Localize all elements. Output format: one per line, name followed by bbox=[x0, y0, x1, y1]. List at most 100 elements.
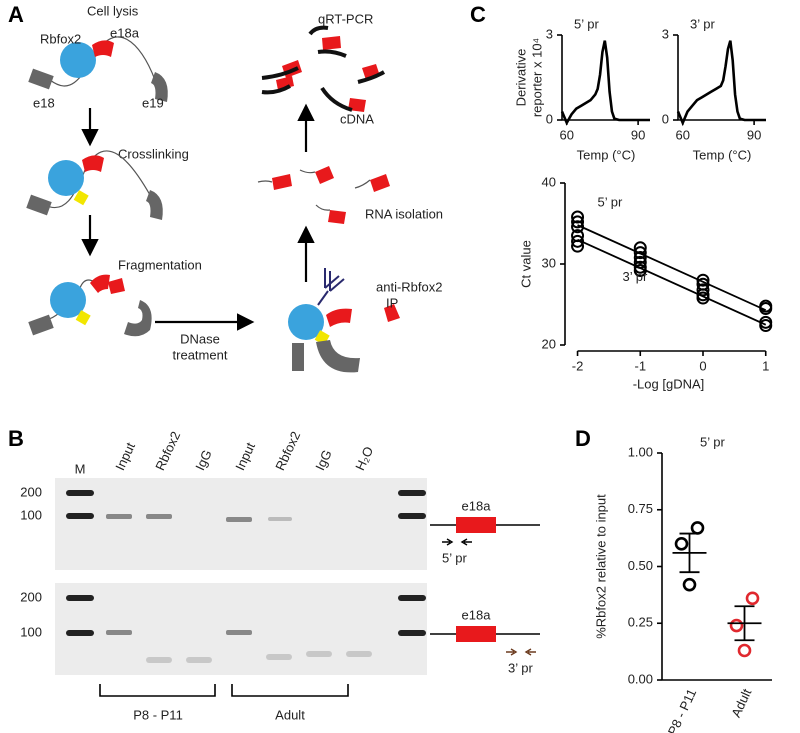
point bbox=[633, 263, 647, 277]
step: Crosslinking bbox=[118, 146, 189, 161]
primer-label: 5’ pr bbox=[442, 550, 467, 565]
bands bbox=[66, 490, 426, 636]
size-label: 200 bbox=[20, 589, 42, 604]
y-tick-label: 0 bbox=[662, 111, 669, 126]
chart-title: 3’ pr bbox=[690, 16, 715, 31]
gel bbox=[55, 478, 427, 570]
y-axis-label: %Rbfox2 relative to input bbox=[593, 494, 608, 639]
x-tick-label: P8 - P11 bbox=[665, 686, 700, 733]
sample-bands bbox=[106, 514, 372, 663]
size-label: 100 bbox=[20, 507, 42, 522]
melt-curve bbox=[560, 40, 650, 126]
y-tick-label: 1.00 bbox=[628, 444, 653, 459]
exon-label: e18a bbox=[462, 607, 492, 622]
lane-label: Rbfox2 bbox=[152, 429, 183, 473]
error-bar bbox=[679, 532, 700, 574]
x-axis-label: Temp (°C) bbox=[577, 147, 636, 162]
point bbox=[633, 251, 647, 265]
x-tick-label: 60 bbox=[676, 127, 690, 142]
exon-gray bbox=[28, 314, 54, 336]
lane-label: IgG bbox=[192, 447, 214, 472]
heading: qRT-PCR bbox=[318, 11, 373, 26]
exon bbox=[456, 517, 496, 533]
point bbox=[759, 302, 773, 316]
crosslink bbox=[73, 190, 89, 206]
point bbox=[633, 241, 647, 255]
label: e18a bbox=[110, 25, 140, 40]
exon-gray bbox=[146, 190, 163, 220]
y-tick-label: 20 bbox=[542, 336, 556, 351]
antibody bbox=[317, 268, 345, 306]
melt-curve bbox=[676, 40, 766, 127]
primer-label: 3’ pr bbox=[508, 660, 533, 675]
exon bbox=[82, 155, 104, 172]
point bbox=[745, 591, 760, 606]
panel-label: A bbox=[8, 2, 24, 27]
step: DNase bbox=[180, 331, 220, 346]
label: anti-Rbfox2 bbox=[376, 279, 442, 294]
crosslink bbox=[75, 310, 91, 326]
point bbox=[674, 536, 689, 551]
x-tick-label: -1 bbox=[634, 358, 646, 373]
lane-label: Rbfox2 bbox=[272, 429, 303, 473]
fit-line bbox=[577, 224, 767, 311]
fit-line bbox=[577, 238, 767, 326]
point bbox=[729, 618, 744, 633]
bracket bbox=[99, 684, 349, 697]
panel-label: D bbox=[575, 426, 591, 451]
y-tick-label: 0 bbox=[546, 111, 553, 126]
rna bbox=[257, 169, 371, 211]
point bbox=[696, 291, 710, 305]
step: RNA isolation bbox=[365, 206, 443, 221]
point bbox=[571, 234, 585, 248]
exon bbox=[456, 626, 496, 642]
y-tick-label: 40 bbox=[542, 174, 556, 189]
point bbox=[696, 283, 710, 297]
exon-gray bbox=[292, 343, 304, 371]
y-tick-label: 0.50 bbox=[628, 558, 653, 573]
exon bbox=[326, 308, 352, 327]
series-label: 5’ pr bbox=[598, 195, 623, 210]
panel-b: 200 100 200 100 e18a 5’ pr e18a 3’ pr P8… bbox=[20, 478, 540, 722]
series-label: 3’ pr bbox=[623, 269, 648, 284]
size-label: 100 bbox=[20, 624, 42, 639]
exon-gray bbox=[316, 340, 360, 373]
protein bbox=[60, 42, 96, 78]
label: Rbfox2 bbox=[40, 31, 81, 46]
x-tick-label: 60 bbox=[560, 127, 574, 142]
exon-gray bbox=[151, 72, 168, 102]
y-axis-label: reporter x 10⁴ bbox=[529, 38, 544, 117]
step: Fragmentation bbox=[118, 257, 202, 272]
point bbox=[571, 210, 585, 224]
step: cDNA bbox=[340, 111, 374, 126]
y-tick-label: 30 bbox=[542, 255, 556, 270]
exon bbox=[384, 304, 400, 322]
label: e19 bbox=[142, 95, 164, 110]
size-label: 200 bbox=[20, 484, 42, 499]
exon-gray bbox=[28, 68, 54, 90]
heading: Cell lysis bbox=[87, 3, 139, 18]
group-label: Adult bbox=[275, 707, 305, 722]
chart-title: 5’ pr bbox=[574, 16, 599, 31]
rna-fragments bbox=[272, 166, 390, 224]
point bbox=[571, 220, 585, 234]
y-tick-label: 0.00 bbox=[628, 671, 653, 686]
y-axis-label: Ct value bbox=[518, 240, 533, 288]
x-tick-label: -2 bbox=[572, 358, 584, 373]
x-tick-label: 90 bbox=[747, 127, 761, 142]
point bbox=[682, 577, 697, 592]
lane-label: IgG bbox=[312, 447, 334, 472]
point bbox=[571, 215, 585, 229]
lane-label: Input bbox=[232, 440, 258, 473]
point bbox=[737, 643, 752, 658]
x-axis-label: Temp (°C) bbox=[693, 147, 752, 162]
exon bbox=[90, 274, 110, 293]
y-axis-label: Derivative bbox=[513, 49, 528, 107]
protein bbox=[48, 160, 84, 196]
protein bbox=[50, 282, 86, 318]
gel bbox=[55, 583, 427, 675]
x-tick-label: Adult bbox=[728, 686, 754, 720]
y-tick-label: 3 bbox=[662, 26, 669, 41]
point bbox=[690, 521, 705, 535]
